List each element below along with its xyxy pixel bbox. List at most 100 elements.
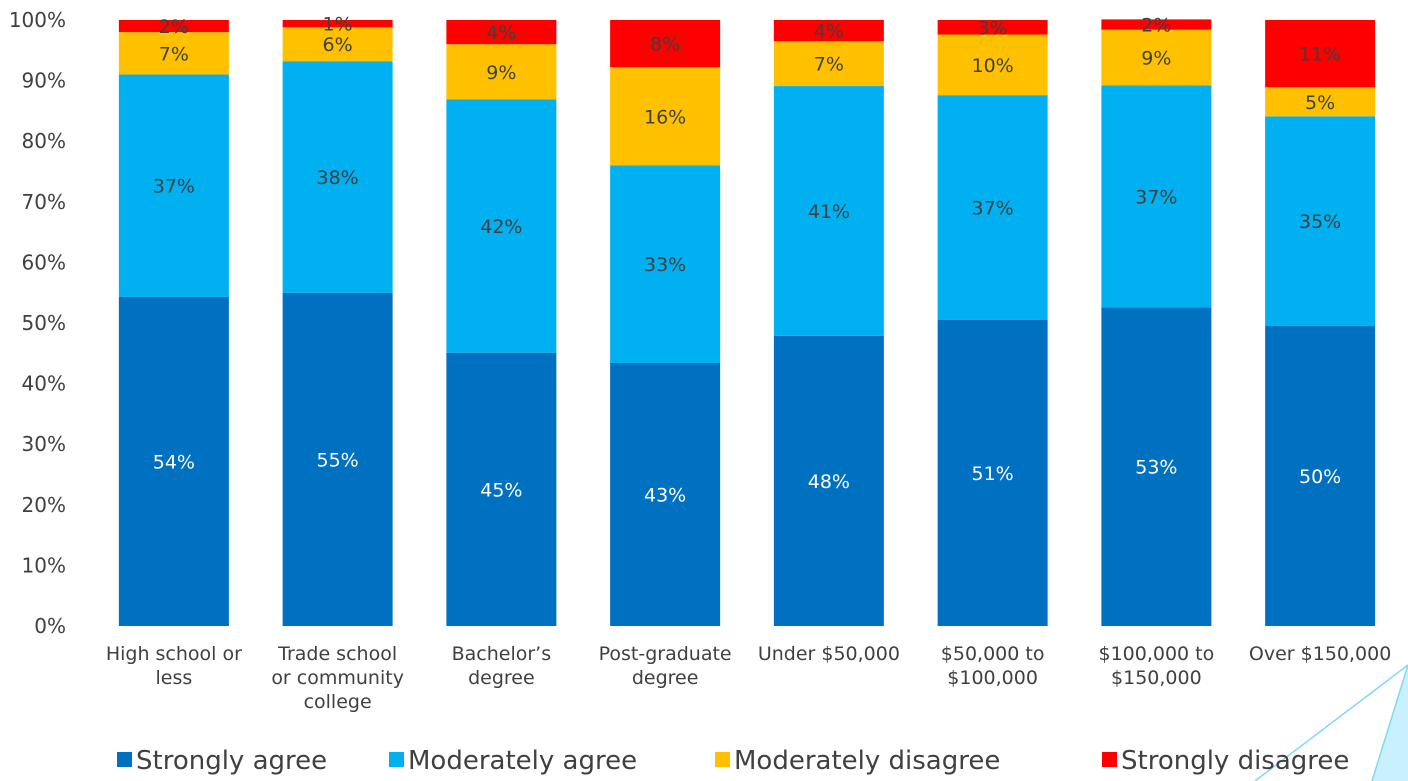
bars (118, 19, 1376, 626)
y-tick-label: 10% (22, 553, 66, 577)
category-label: Post-graduate (599, 643, 732, 665)
data-label: 55% (317, 449, 359, 471)
bar-segment (773, 335, 884, 626)
category-label: $50,000 to (941, 643, 1045, 665)
y-tick-label: 30% (22, 432, 66, 456)
data-label: 8% (650, 34, 680, 56)
data-label: 3% (978, 17, 1008, 39)
bar-segment (937, 319, 1048, 626)
bar-segment (446, 20, 557, 45)
y-tick-label: 70% (22, 190, 66, 214)
y-tick-label: 50% (22, 311, 66, 335)
data-label: 38% (317, 167, 359, 189)
slide-corner-decoration (1254, 664, 1408, 781)
bar-segment (1265, 87, 1376, 117)
data-label: 37% (153, 176, 195, 198)
bar-segment (937, 95, 1048, 320)
legend-label: Moderately disagree (734, 746, 1000, 776)
category-label: Bachelor’s (452, 643, 552, 665)
data-label: 51% (972, 463, 1014, 485)
data-label: 9% (486, 62, 516, 84)
y-tick-label: 60% (22, 250, 66, 274)
bar-segment (446, 44, 557, 100)
bar-segment (610, 20, 721, 68)
category-label: degree (632, 667, 699, 689)
data-label: 11% (1299, 44, 1341, 66)
bar-segment (937, 34, 1048, 96)
bar-segment (1101, 19, 1212, 30)
legend-swatch (117, 752, 132, 767)
y-tick-label: 80% (22, 129, 66, 153)
data-label: 5% (1305, 92, 1335, 114)
legend: Strongly agree Moderately agree Moderately… (117, 746, 1349, 776)
data-label: 10% (972, 55, 1014, 77)
bar-segment (118, 20, 229, 33)
bar-segment (446, 352, 557, 626)
y-axis: 0% 10% 20% 30% 40% 50% 60% 70% 80% 90% 100% (9, 8, 66, 638)
legend-label: Moderately agree (408, 746, 637, 776)
data-label: 43% (644, 484, 686, 506)
data-label: 2% (1141, 15, 1171, 37)
bar-segment (1265, 326, 1376, 626)
legend-label: Strongly agree (136, 746, 327, 776)
bar-segment (1265, 116, 1376, 327)
data-label: 42% (480, 216, 522, 238)
bar-segment (610, 362, 721, 626)
data-label: 33% (644, 254, 686, 276)
data-labels: 54% 37% 7% 2% 55% 38% 6%1% 45% 42% 9% 4% 43% 33% 16% 8… (153, 14, 1341, 507)
bar-segment (610, 165, 721, 363)
data-label: 6% (323, 34, 353, 56)
bar-segment (282, 292, 393, 626)
category-label: Trade school (277, 643, 397, 665)
data-label: 45% (480, 479, 522, 501)
category-label: or community (271, 667, 404, 689)
category-label: Over $150,000 (1249, 643, 1391, 665)
bar-segment (1101, 85, 1212, 308)
bar-segment (282, 27, 393, 62)
data-label: 48% (808, 471, 850, 493)
category-label: $100,000 to (1098, 643, 1214, 665)
bar-segment (118, 74, 229, 297)
category-label: $100,000 (947, 667, 1038, 689)
bar-segment (773, 86, 884, 336)
bar-segment (118, 32, 229, 75)
bar-segment (282, 20, 393, 28)
data-label: 16% (644, 106, 686, 128)
bar-segment (1265, 20, 1376, 88)
bar-segment (1101, 29, 1212, 86)
data-label: 41% (808, 201, 850, 223)
bar-segment (282, 61, 393, 293)
bar-segment (773, 41, 884, 87)
bar-segment (446, 99, 557, 353)
category-label: $150,000 (1111, 667, 1202, 689)
data-label: 54% (153, 451, 195, 473)
legend-swatch (1102, 752, 1117, 767)
legend-label: Strongly disagree (1121, 746, 1349, 776)
bar-segment (773, 20, 884, 42)
data-label: 4% (814, 21, 844, 43)
data-label: 53% (1135, 457, 1177, 479)
data-label: 1% (323, 14, 353, 36)
y-tick-label: 90% (22, 69, 66, 93)
data-label: 2% (159, 16, 189, 38)
bar-segment (937, 20, 1048, 35)
data-label: 37% (1135, 186, 1177, 208)
bar-segment (610, 67, 721, 166)
data-label: 37% (972, 198, 1014, 220)
bar-segment (118, 296, 229, 626)
category-label: Under $50,000 (758, 643, 900, 665)
data-label: 35% (1299, 211, 1341, 233)
y-tick-label: 40% (22, 372, 66, 396)
category-label: High school or (106, 643, 242, 665)
bar-segment (1101, 307, 1212, 626)
data-label: 9% (1141, 48, 1171, 70)
legend-swatch (715, 752, 730, 767)
category-label: less (155, 667, 192, 689)
category-label: degree (468, 667, 535, 689)
data-label: 4% (486, 22, 516, 44)
y-tick-label: 0% (34, 614, 66, 638)
y-tick-label: 20% (22, 493, 66, 517)
data-label: 7% (159, 43, 189, 65)
